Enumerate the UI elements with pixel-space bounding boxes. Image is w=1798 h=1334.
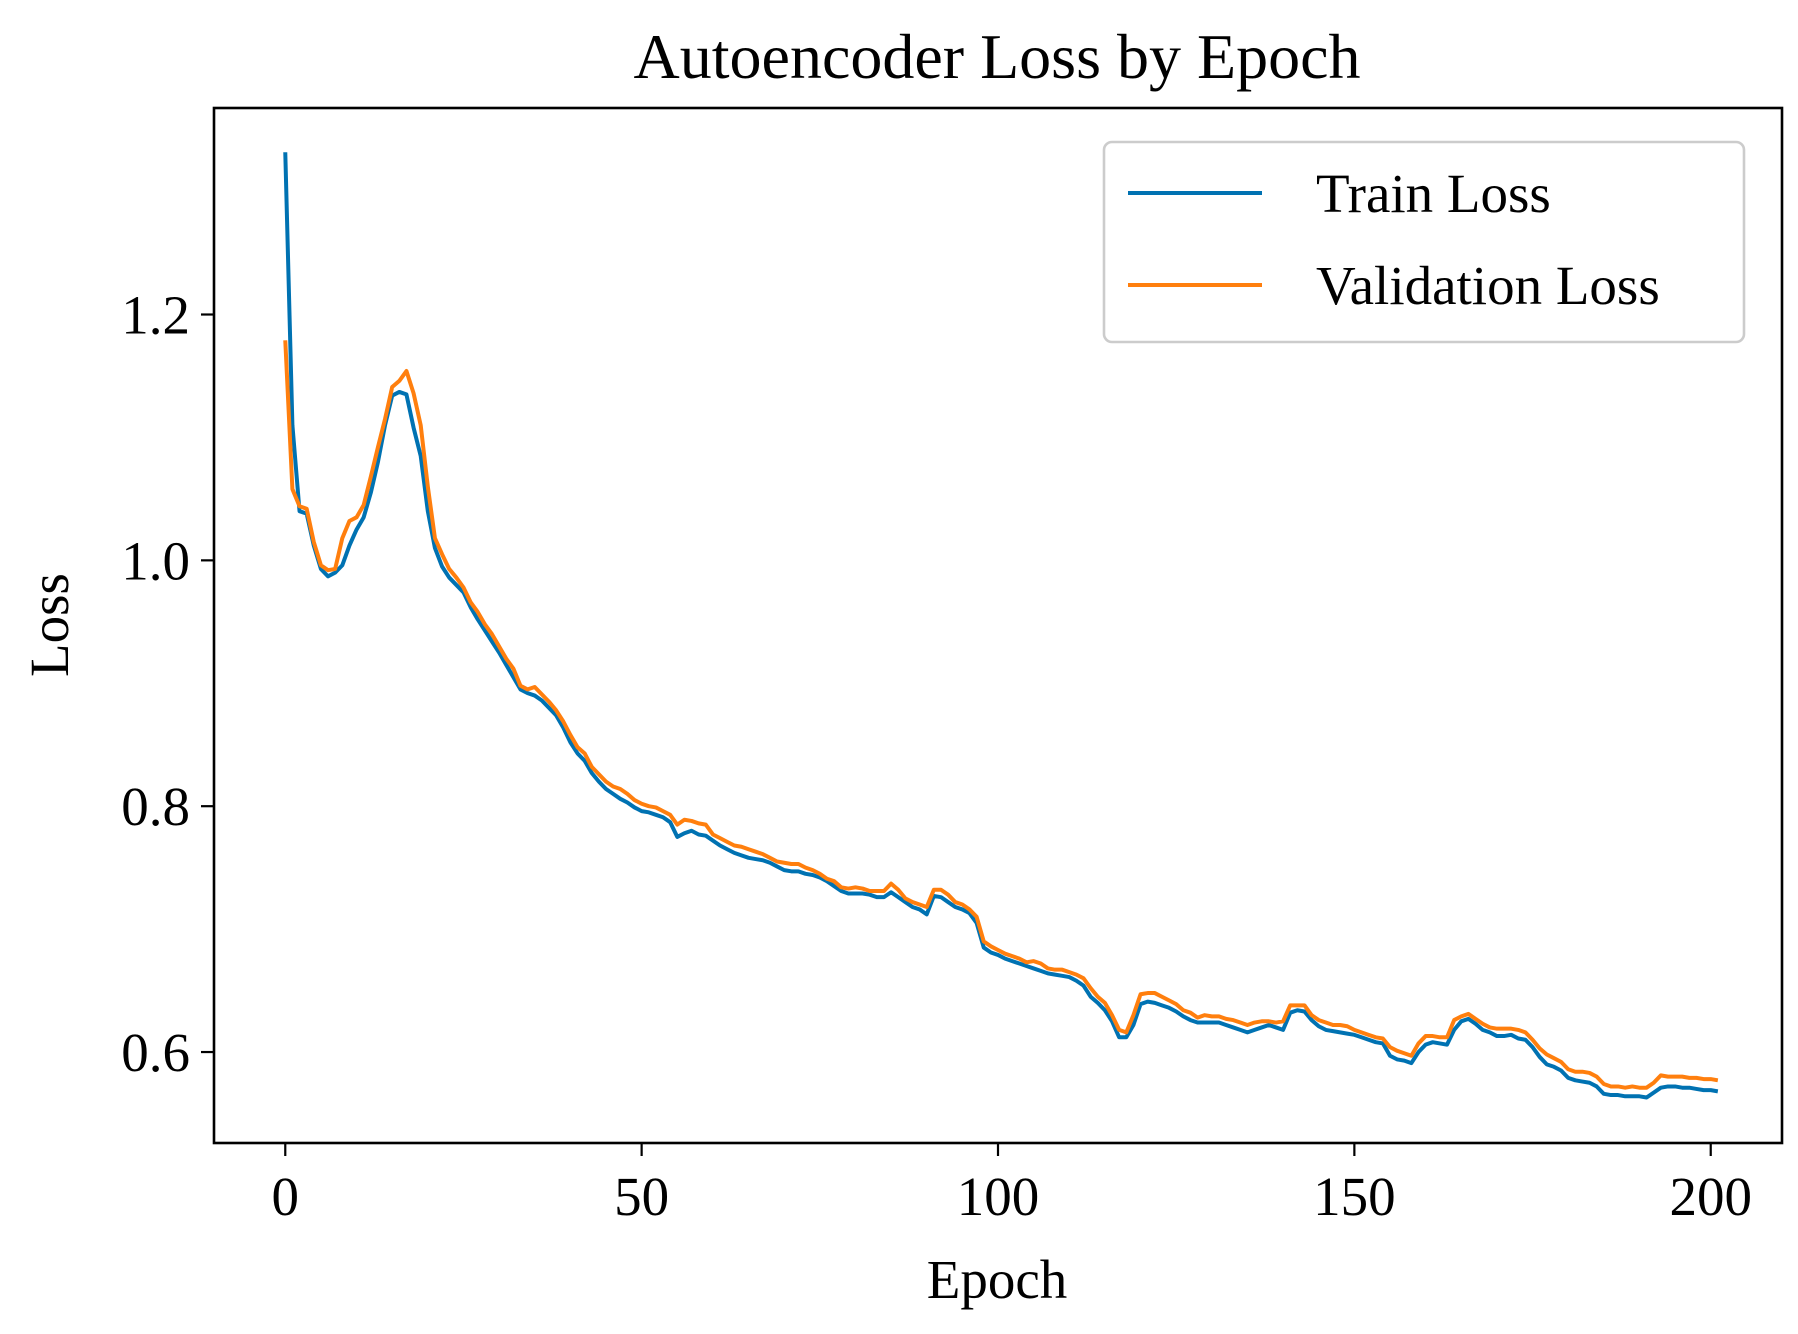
legend-box bbox=[1102, 140, 1746, 344]
x-axis-label: Epoch bbox=[927, 1249, 1068, 1310]
series-line-train-loss bbox=[283, 152, 1719, 1100]
x-tick-label: 100 bbox=[957, 1166, 1040, 1227]
x-tick-label: 0 bbox=[272, 1166, 300, 1227]
legend-label-validation-loss: Validation Loss bbox=[1316, 255, 1660, 316]
y-axis-ticks: 0.6 0.8 1.0 1.2 bbox=[121, 285, 214, 1083]
legend: Train Loss Validation Loss bbox=[1102, 140, 1746, 344]
y-axis-label: Loss bbox=[19, 573, 80, 677]
y-tick-label: 1.0 bbox=[121, 530, 190, 591]
x-axis-ticks: 0 50 100 150 200 bbox=[272, 1143, 1752, 1227]
x-tick-label: 150 bbox=[1313, 1166, 1396, 1227]
y-tick-label: 0.6 bbox=[121, 1022, 190, 1083]
x-tick-label: 200 bbox=[1669, 1166, 1752, 1227]
legend-entries: Train Loss Validation Loss bbox=[1128, 163, 1660, 316]
legend-label-train-loss: Train Loss bbox=[1316, 163, 1551, 224]
y-tick-label: 0.8 bbox=[121, 776, 190, 837]
y-tick-label: 1.2 bbox=[121, 285, 190, 346]
series-line-validation-loss bbox=[283, 340, 1719, 1090]
plot-area bbox=[283, 152, 1719, 1100]
x-tick-label: 50 bbox=[614, 1166, 669, 1227]
chart-title: Autoencoder Loss by Epoch bbox=[634, 21, 1361, 92]
